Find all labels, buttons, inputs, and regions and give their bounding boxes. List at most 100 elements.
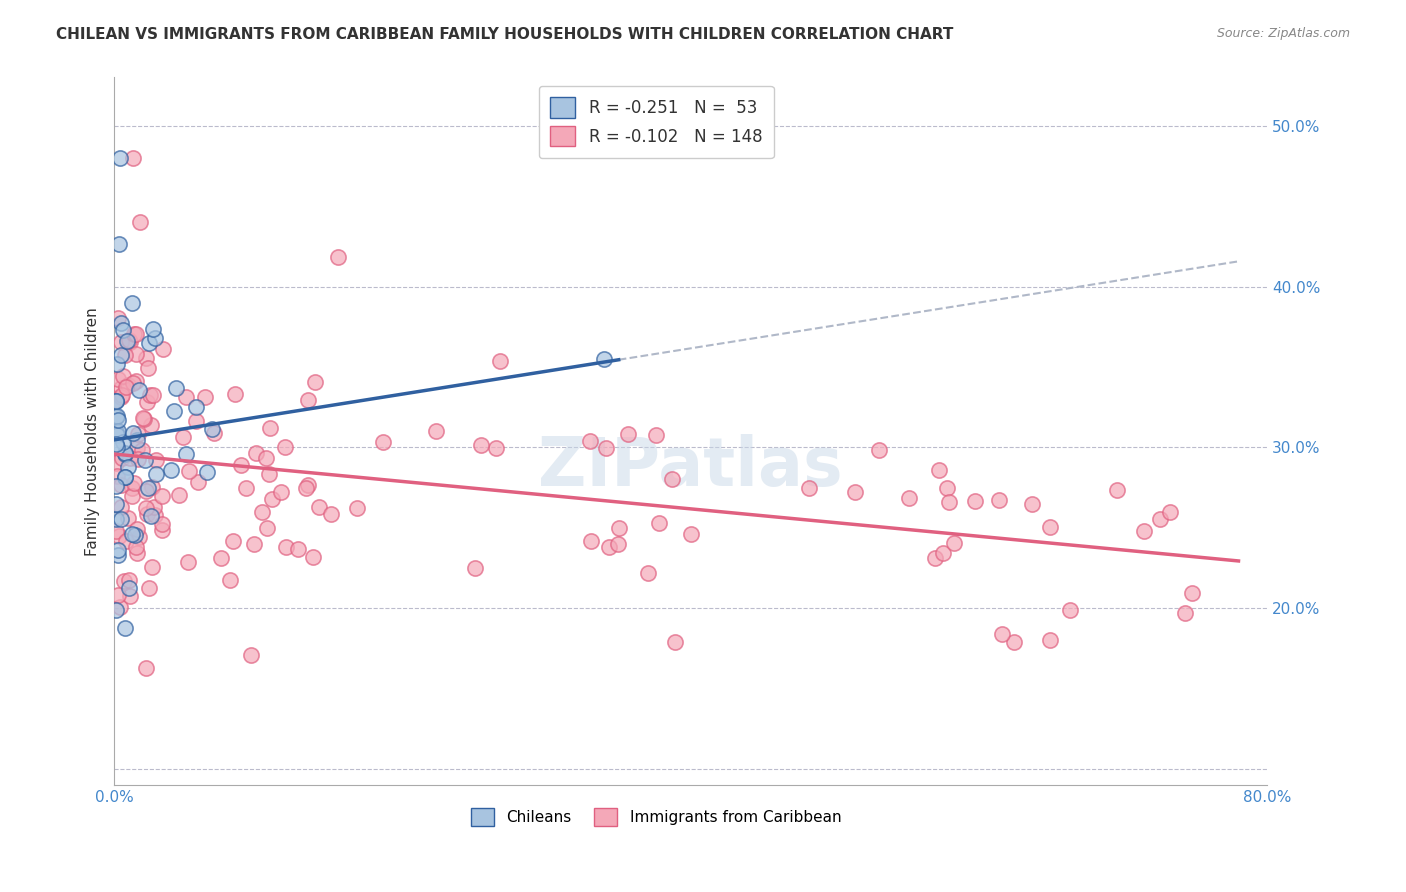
Point: [107, 311, 129, 326]
Point: [111, 387, 134, 401]
Point: [122, 326, 145, 341]
Point: [326, 250, 349, 264]
Point: [177, 464, 200, 478]
Point: [110, 348, 132, 362]
Point: [122, 151, 145, 165]
Point: [194, 391, 217, 405]
Point: [1133, 524, 1156, 538]
Point: [143, 331, 166, 345]
Point: [295, 481, 318, 495]
Point: [117, 378, 139, 392]
Point: [122, 426, 145, 441]
Point: [105, 428, 128, 442]
Point: [111, 451, 134, 466]
Point: [105, 469, 128, 483]
Point: [107, 412, 129, 426]
Point: [935, 481, 957, 495]
Point: [138, 481, 160, 495]
Point: [661, 472, 683, 486]
Point: [150, 489, 173, 503]
Point: [1002, 635, 1025, 649]
Point: [270, 485, 292, 500]
Point: [256, 521, 278, 535]
Point: [609, 521, 631, 535]
Point: [131, 443, 153, 458]
Point: [152, 342, 174, 356]
Point: [254, 450, 277, 465]
Point: [121, 527, 143, 541]
Point: [122, 376, 145, 391]
Point: [114, 470, 136, 484]
Point: [104, 393, 127, 408]
Point: [104, 478, 127, 492]
Point: [104, 456, 127, 470]
Point: [114, 380, 136, 394]
Point: [162, 404, 184, 418]
Point: [108, 529, 131, 543]
Text: ZIPatlas: ZIPatlas: [538, 434, 844, 500]
Point: [141, 480, 163, 494]
Point: [114, 447, 136, 461]
Point: [128, 530, 150, 544]
Point: [928, 463, 950, 477]
Point: [108, 151, 131, 165]
Point: [138, 335, 160, 350]
Point: [118, 573, 141, 587]
Point: [139, 509, 162, 524]
Point: [1039, 520, 1062, 534]
Point: [118, 333, 141, 347]
Point: [965, 493, 987, 508]
Point: [1021, 497, 1043, 511]
Point: [235, 481, 257, 495]
Point: [117, 334, 139, 348]
Point: [308, 500, 330, 514]
Point: [938, 495, 960, 509]
Point: [991, 626, 1014, 640]
Point: [127, 441, 149, 455]
Point: [135, 501, 157, 516]
Point: [141, 560, 163, 574]
Point: [797, 481, 820, 495]
Point: [107, 372, 129, 386]
Point: [229, 458, 252, 472]
Point: [579, 534, 602, 549]
Text: CHILEAN VS IMMIGRANTS FROM CARIBBEAN FAMILY HOUSEHOLDS WITH CHILDREN CORRELATION: CHILEAN VS IMMIGRANTS FROM CARIBBEAN FAM…: [56, 27, 953, 42]
Point: [108, 236, 131, 251]
Point: [110, 316, 132, 330]
Point: [107, 425, 129, 439]
Point: [1181, 586, 1204, 600]
Point: [1039, 632, 1062, 647]
Point: [1149, 511, 1171, 525]
Point: [924, 551, 946, 566]
Point: [135, 661, 157, 675]
Point: [105, 512, 128, 526]
Point: [470, 438, 492, 452]
Point: [297, 478, 319, 492]
Point: [142, 388, 165, 402]
Point: [118, 589, 141, 603]
Point: [134, 412, 156, 426]
Point: [114, 349, 136, 363]
Point: [174, 390, 197, 404]
Point: [125, 546, 148, 560]
Point: [648, 516, 671, 530]
Point: [136, 361, 159, 376]
Point: [135, 483, 157, 498]
Point: [988, 493, 1011, 508]
Point: [110, 381, 132, 395]
Point: [943, 536, 966, 550]
Point: [1105, 483, 1128, 497]
Point: [145, 467, 167, 481]
Point: [844, 485, 866, 500]
Point: [1059, 603, 1081, 617]
Point: [485, 441, 508, 455]
Point: [176, 555, 198, 569]
Point: [114, 574, 136, 589]
Legend: Chileans, Immigrants from Caribbean: Chileans, Immigrants from Caribbean: [464, 800, 849, 834]
Point: [136, 507, 159, 521]
Point: [117, 511, 139, 525]
Point: [134, 453, 156, 467]
Point: [209, 550, 232, 565]
Point: [135, 394, 157, 409]
Point: [274, 540, 297, 554]
